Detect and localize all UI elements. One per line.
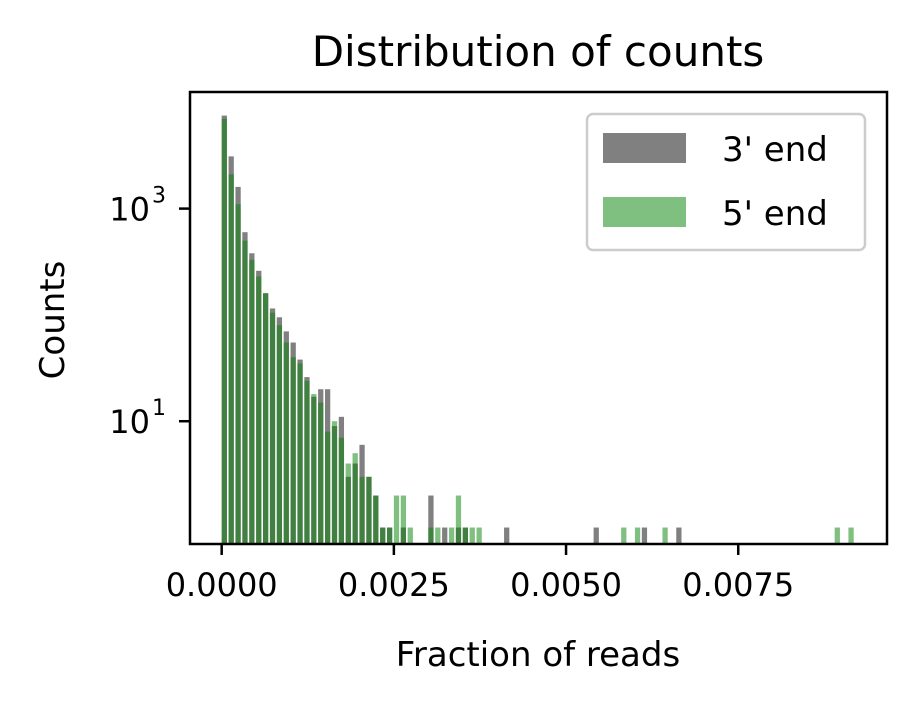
histogram-bar-5prime-17	[338, 437, 345, 544]
histogram-bar-5prime-28	[428, 527, 434, 544]
histogram-bar-5prime-29	[435, 527, 441, 544]
y-axis-label: Counts	[33, 261, 73, 380]
histogram-bar-5prime-38	[834, 527, 840, 544]
x-tick-label-2: 0.0050	[510, 566, 622, 604]
x-tick-label-1: 0.0025	[338, 566, 450, 604]
legend-label-5prime: 5' end	[722, 194, 828, 234]
histogram-bar-5prime-10	[290, 357, 296, 544]
histogram-bar-5prime-5	[256, 276, 262, 544]
histogram-bar-5prime-7	[269, 312, 276, 544]
histogram-bar-3prime-33	[676, 527, 682, 544]
histogram-bars	[221, 115, 854, 545]
histogram-bar-3prime-31	[593, 527, 599, 544]
histogram-bar-5prime-34	[476, 527, 482, 544]
histogram-bar-3prime-26	[428, 495, 434, 544]
histogram-bar-3prime-30	[504, 527, 510, 544]
histogram-bar-5prime-39	[848, 527, 854, 544]
histogram-bar-3prime-27	[442, 527, 448, 544]
histogram-bar-5prime-6	[263, 293, 269, 544]
y-tick-exponent-0: 1	[152, 396, 166, 421]
x-axis-label: Fraction of reads	[396, 635, 680, 675]
plot-frame	[188, 90, 889, 546]
legend-label-3prime: 3' end	[722, 130, 828, 170]
histogram-bar-5prime-33	[469, 527, 475, 544]
histogram-bar-5prime-21	[366, 476, 372, 544]
histogram-bar-5prime-13	[311, 394, 317, 544]
histogram-bar-5prime-22	[373, 495, 379, 544]
x-axis-ticks: 0.0000 0.0025 0.0050 0.0075	[166, 544, 794, 604]
histogram-bar-5prime-31	[455, 495, 462, 544]
x-tick-label-3: 0.0075	[682, 566, 794, 604]
histogram-bar-5prime-23	[380, 527, 386, 544]
histogram-bar-5prime-12	[304, 380, 310, 544]
chart-title: Distribution of counts	[312, 27, 765, 76]
histogram-bar-5prime-25	[393, 495, 400, 544]
histogram-bar-3prime-32	[641, 527, 648, 544]
histogram-bar-5prime-9	[283, 342, 289, 544]
histogram-bar-5prime-32	[462, 527, 468, 544]
histogram-bar-5prime-4	[249, 259, 255, 544]
histogram-bar-5prime-27	[407, 527, 413, 544]
legend-swatch-3prime	[603, 133, 686, 163]
histogram-bar-5prime-14	[318, 402, 324, 544]
histogram-bar-5prime-11	[297, 363, 303, 544]
histogram-bar-5prime-16	[331, 421, 338, 544]
y-tick-label-1: 10	[109, 191, 150, 229]
y-tick-label-0: 10	[109, 403, 150, 441]
histogram-bar-5prime-20	[359, 476, 365, 544]
histogram-bar-5prime-1	[228, 174, 234, 545]
histogram-bar-5prime-0	[221, 118, 227, 545]
histogram-bar-5prime-19	[352, 453, 358, 544]
x-tick-label-0: 0.0000	[166, 566, 278, 604]
histogram-bar-5prime-36	[634, 527, 641, 544]
histogram-bar-5prime-2	[235, 204, 241, 544]
legend: 3' end 5' end	[585, 112, 867, 252]
histogram-bar-5prime-18	[345, 463, 351, 544]
histogram-bar-5prime-26	[400, 495, 407, 544]
histogram-bar-5prime-8	[276, 325, 283, 544]
histogram-bar-5prime-37	[662, 527, 668, 544]
histogram-bar-5prime-24	[386, 527, 393, 544]
y-tick-exponent-1: 3	[152, 184, 166, 209]
legend-swatch-5prime	[603, 197, 686, 227]
histogram-bar-5prime-3	[242, 240, 248, 545]
histogram-bar-5prime-30	[448, 527, 455, 544]
histogram-bar-5prime-15	[324, 431, 331, 544]
histogram-bar-5prime-35	[621, 527, 627, 544]
